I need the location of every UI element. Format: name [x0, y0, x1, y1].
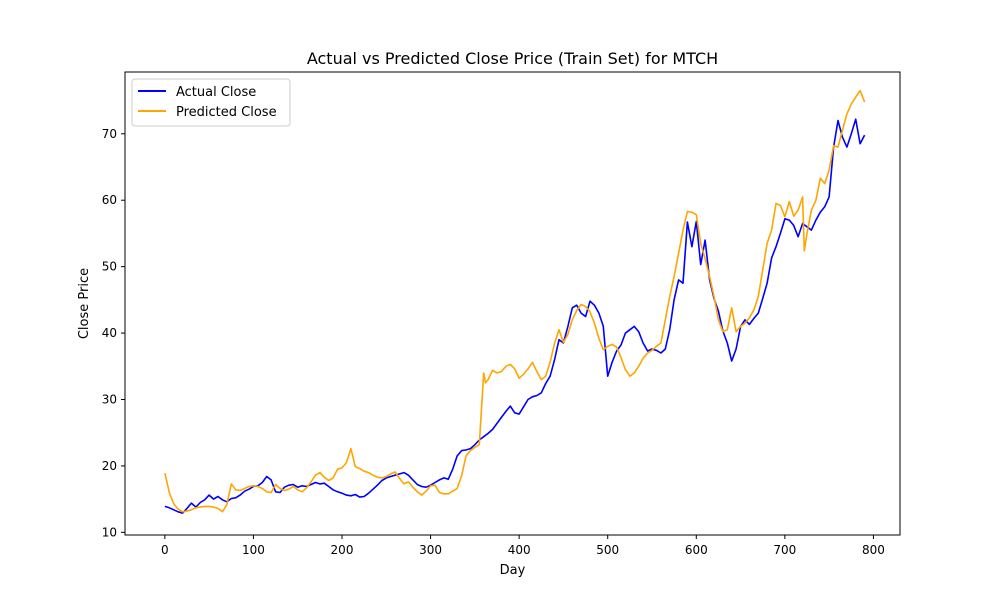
x-tick-label: 500 — [596, 543, 619, 557]
y-tick-label: 30 — [102, 392, 117, 406]
x-tick-label: 600 — [685, 543, 708, 557]
plot-frame — [124, 71, 901, 536]
series-layer — [164, 89, 866, 514]
x-axis-title: Day — [500, 563, 526, 578]
y-tick-label: 40 — [102, 326, 117, 340]
x-tick-label: 200 — [331, 543, 354, 557]
series-line-actual-close — [164, 118, 866, 514]
x-tick-label: 0 — [161, 543, 169, 557]
plot-area — [124, 71, 901, 536]
legend: Actual Close Predicted Close — [131, 78, 291, 127]
y-axis-title: Close Price — [77, 268, 92, 339]
x-tick-label: 400 — [508, 543, 531, 557]
x-axis: 0 100 200 300 400 500 600 700 800 — [161, 535, 885, 557]
y-tick-label: 60 — [102, 193, 117, 207]
x-tick-label: 300 — [419, 543, 442, 557]
y-tick-label: 20 — [102, 459, 117, 473]
x-tick-label: 700 — [773, 543, 796, 557]
legend-label-predicted: Predicted Close — [176, 105, 277, 120]
y-axis: 10 20 30 40 50 60 70 — [102, 127, 125, 539]
y-tick-label: 50 — [102, 260, 117, 274]
legend-box — [131, 78, 291, 127]
legend-label-actual: Actual Close — [176, 85, 256, 100]
plot-background — [125, 72, 900, 535]
series-line-predicted-close — [164, 89, 866, 513]
x-tick-label: 100 — [242, 543, 265, 557]
chart-title: Actual vs Predicted Close Price (Train S… — [307, 49, 718, 68]
x-tick-label: 800 — [862, 543, 885, 557]
y-tick-label: 70 — [102, 127, 117, 141]
y-tick-label: 10 — [102, 525, 117, 539]
